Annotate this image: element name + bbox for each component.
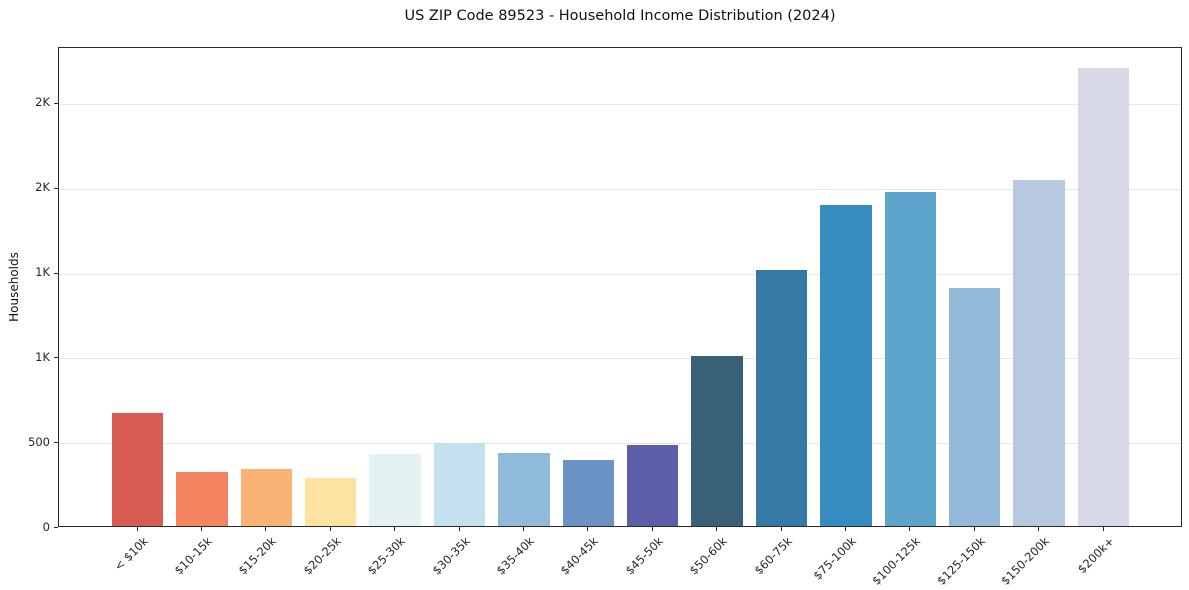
x-tick-mark <box>394 527 396 531</box>
y-tick-mark <box>54 102 58 104</box>
bar-15-20k <box>240 469 293 526</box>
x-tick-mark <box>844 527 846 531</box>
bar-50-60k <box>691 356 743 526</box>
bar-75-100k <box>820 204 872 526</box>
bar-35-40k <box>498 453 550 526</box>
bar-30-35k <box>433 442 486 526</box>
y-tick-label: 500 <box>28 434 50 449</box>
gridline <box>59 273 1181 275</box>
x-tick-mark <box>458 527 460 531</box>
gridline <box>59 103 1181 105</box>
gridline <box>59 188 1181 190</box>
bar-40-45k <box>562 459 615 526</box>
y-tick-label: 0 <box>42 519 50 534</box>
x-tick-mark <box>780 527 782 531</box>
bar-25-30k <box>369 453 421 526</box>
y-tick-mark <box>54 187 58 189</box>
bar-100-125k <box>884 191 937 526</box>
x-tick-mark <box>973 527 975 531</box>
x-tick-label: < $10k <box>110 534 151 574</box>
x-tick-mark <box>265 527 267 531</box>
bar-20-25k <box>304 477 357 526</box>
y-tick-label: 2K <box>35 180 50 195</box>
bar-10-15k <box>176 471 228 526</box>
x-tick-mark <box>909 527 911 531</box>
y-tick-mark <box>54 357 58 359</box>
x-tick-mark <box>716 527 718 531</box>
x-tick-mark <box>1038 527 1040 531</box>
x-tick-mark <box>329 527 331 531</box>
x-tick-mark <box>200 527 202 531</box>
y-tick-mark <box>54 272 58 274</box>
bar-150-200k <box>1013 180 1065 526</box>
y-tick-label: 1K <box>35 265 50 280</box>
y-tick-label: 1K <box>35 349 50 364</box>
x-tick-mark <box>651 527 653 531</box>
plot-area <box>58 47 1182 527</box>
y-tick-mark <box>54 527 58 528</box>
x-tick-mark <box>1102 527 1104 531</box>
bar-60-75k <box>755 269 808 526</box>
x-tick-mark <box>136 527 138 531</box>
x-tick-mark <box>522 527 524 531</box>
bar-125-150k <box>948 287 1001 526</box>
y-tick-mark <box>54 442 58 444</box>
chart-title: US ZIP Code 89523 - Household Income Dis… <box>404 8 836 24</box>
gridline <box>59 443 1181 445</box>
bar-10k <box>111 413 164 526</box>
gridline <box>59 358 1181 360</box>
x-tick-mark <box>587 527 589 531</box>
bar-200k <box>1077 68 1130 526</box>
y-axis-label: Households <box>7 252 21 322</box>
bar-45-50k <box>626 444 679 526</box>
y-tick-label: 2K <box>35 95 50 110</box>
